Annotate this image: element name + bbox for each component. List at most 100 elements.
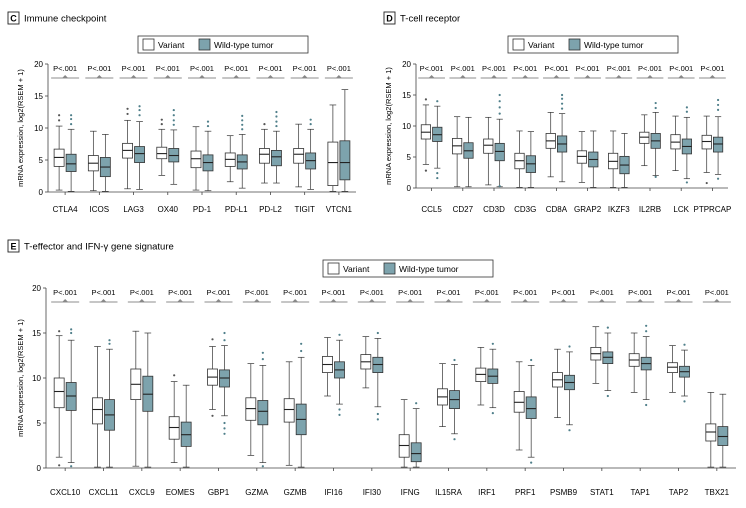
x-tick-label: IRF1 [478,488,496,497]
x-tick-label: TIGIT [294,205,315,214]
significance-marker [138,299,145,302]
outlier-point [263,123,266,126]
box-variant [87,130,99,192]
outlier-point [683,400,686,403]
significance-marker [407,299,414,302]
significance-label: P<.001 [322,288,346,297]
significance-marker [335,75,342,78]
outlier-point [223,421,226,425]
significance-marker [713,299,720,302]
panel-letter: C [7,11,20,25]
significance-label: P<.001 [667,288,691,297]
outlier-point [436,176,439,180]
significance-marker [62,299,69,302]
x-tick-label: VTCN1 [326,205,353,214]
box-variant [293,123,305,188]
significance-label: P<.001 [190,64,214,73]
box-wild-type [679,343,690,403]
box-variant [513,361,525,451]
outlier-point [275,115,278,118]
outlier-point [716,98,720,102]
significance-label: P<.001 [607,64,631,73]
outlier-point [211,338,214,341]
outlier-point [606,394,609,398]
outlier-point [206,124,210,128]
box-iqr [327,141,339,187]
significance-label: P<.001 [451,64,475,73]
box-iqr [65,153,77,172]
significance-label: P<.001 [705,288,729,297]
significance-label: P<.001 [700,64,724,73]
significance-marker [598,299,605,302]
outlier-point [498,100,501,103]
outlier-point [560,97,564,100]
x-tick-label: IKZF3 [608,205,630,214]
box-wild-type [295,342,307,468]
box-wild-type [640,324,652,407]
significance-label: P<.001 [576,64,600,73]
outlier-point [436,172,439,175]
outlier-point [338,333,341,336]
significance-marker [100,299,107,302]
outlier-point [241,119,244,122]
significance-marker [215,299,222,302]
box-wild-type [168,108,180,185]
box-variant [53,114,65,191]
box-wild-type [717,393,729,468]
outlier-point [606,326,609,329]
outlier-point [491,342,494,345]
box-wild-type [305,118,317,190]
legend-label-variant: Variant [343,264,370,274]
significance-marker [483,299,490,302]
x-tick-label: LAG3 [123,205,144,214]
y-tick-label: 15 [32,329,41,338]
significance-marker [709,75,716,78]
outlier-point [126,112,129,116]
box-iqr [257,400,269,426]
y-tick-label: 10 [402,122,411,131]
box-variant [590,326,602,384]
significance-marker [199,75,205,78]
box-iqr [525,396,537,419]
x-tick-label: GBP1 [208,488,230,497]
box-wild-type [142,332,154,468]
x-tick-label: CD3G [514,205,536,214]
box-variant [608,130,619,188]
outlier-point [654,101,657,105]
significance-label: P<.001 [122,64,146,73]
legend-frame [507,35,679,54]
significance-marker [368,299,375,302]
legend-swatch-variant [327,262,340,275]
outlier-point [70,328,73,331]
box-wild-type [713,98,724,180]
outlier-point [241,123,244,126]
legend-label-variant: Variant [158,40,185,50]
x-tick-label: GZMA [245,488,269,497]
panel-letter-box [7,11,20,25]
box-iqr [283,398,295,423]
panel-letter: D [383,11,396,25]
significance-marker [301,75,308,78]
outlier-point [70,331,73,335]
significance-marker [164,75,171,78]
significance-marker [637,299,644,302]
outlier-point [160,123,163,126]
outlier-point [275,110,278,114]
significance-label: P<.001 [420,64,444,73]
outlier-point [108,342,111,345]
box-wild-type [334,333,345,416]
x-tick-label: CD27 [453,205,474,214]
box-variant [483,116,494,186]
legend-frame [137,35,309,54]
outlier-point [261,465,264,468]
box-iqr [156,146,168,160]
outlier-point [70,114,73,117]
outlier-point [206,120,210,123]
y-tick-label: 10 [32,374,41,383]
box-variant [670,115,681,171]
outlier-point [108,339,111,342]
y-tick-label: 5 [39,156,44,165]
box-wild-type [339,89,351,192]
outlier-point [338,413,341,416]
significance-label: P<.001 [475,288,499,297]
